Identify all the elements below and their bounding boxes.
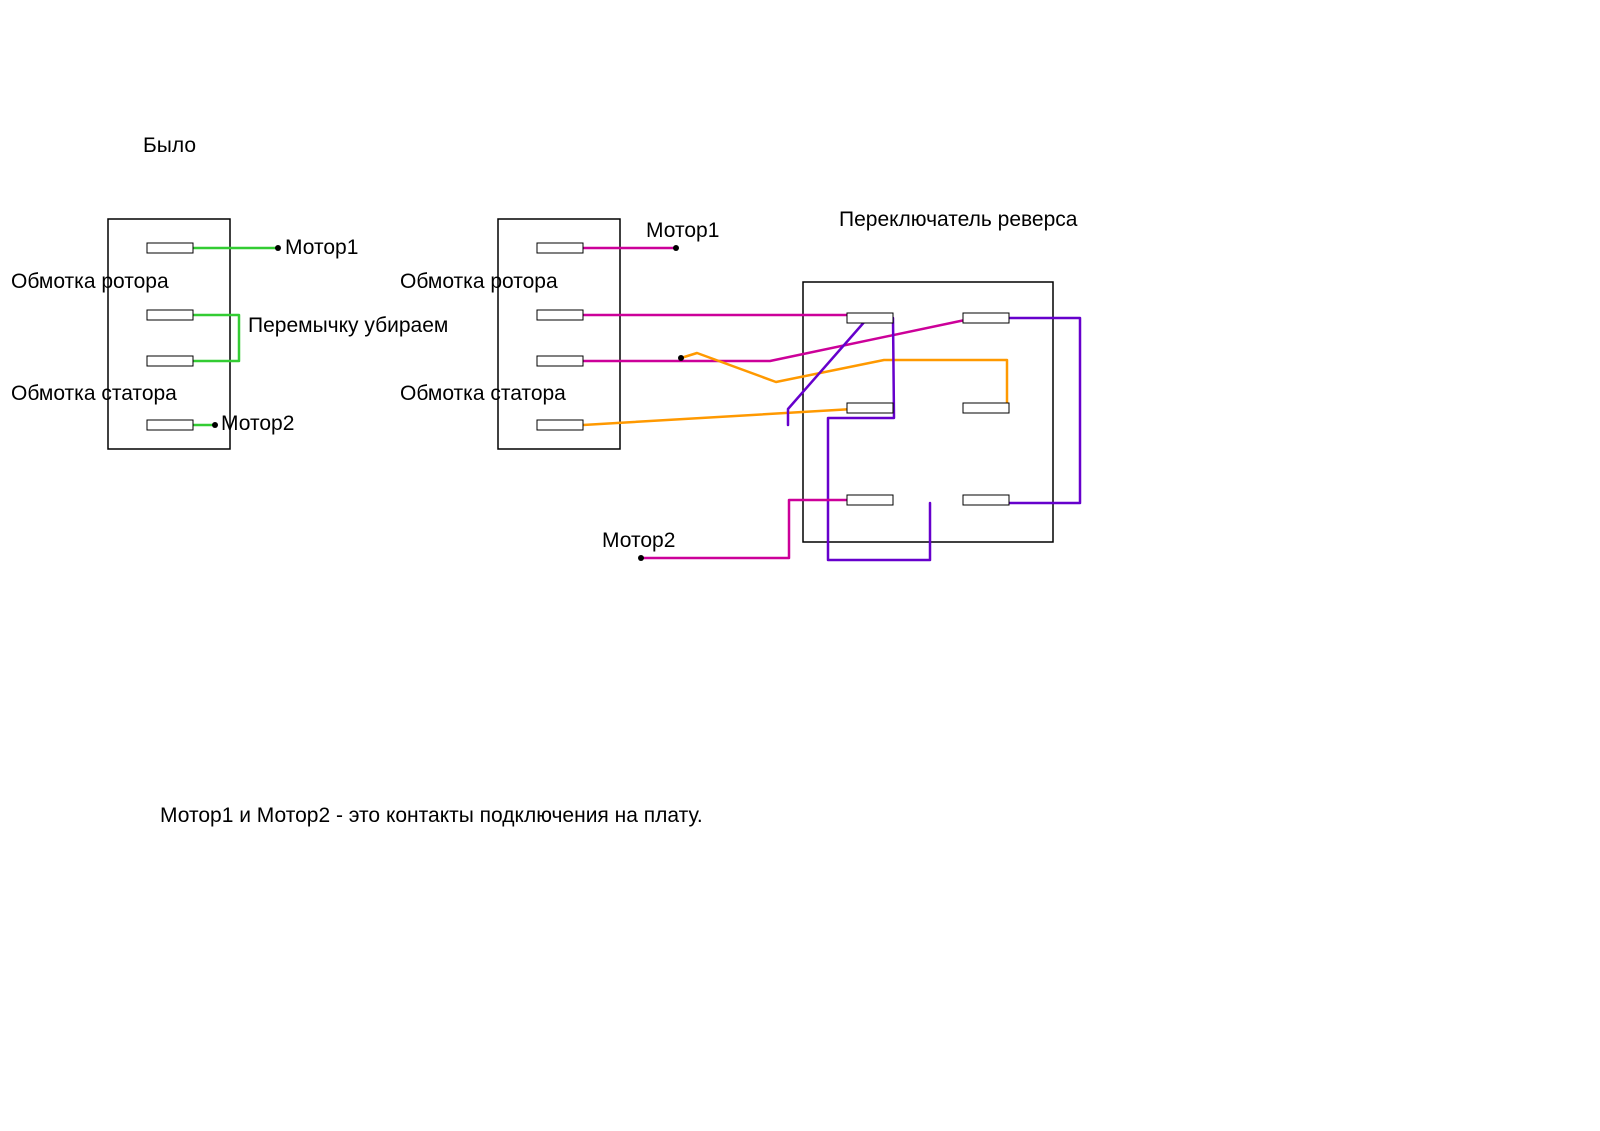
left-terminal-1 — [147, 243, 193, 253]
label-rotor-left: Обмотка ротора — [11, 270, 169, 293]
switch-terminal-6 — [963, 495, 1009, 505]
footer-note: Мотор1 и Мотор2 - это контакты подключен… — [160, 804, 703, 827]
right-terminal-2 — [537, 310, 583, 320]
label-motor2-left: Мотор2 — [221, 412, 294, 435]
switch-terminal-3 — [847, 403, 893, 413]
label-motor2-right: Мотор2 — [602, 529, 675, 552]
connection-dot — [673, 245, 679, 251]
wiring-diagram: Было Обмотка ротора Обмотка статора Мотор1 М… — [0, 0, 1600, 1131]
wire-green-jumper — [193, 315, 239, 361]
right-terminal-3 — [537, 356, 583, 366]
switch-terminal-1 — [847, 313, 893, 323]
switch-terminal-4 — [963, 403, 1009, 413]
connection-dot — [275, 245, 281, 251]
label-switch-title: Переключатель реверса — [839, 208, 1078, 231]
label-stator-left: Обмотка статора — [11, 382, 177, 405]
title-before: Было — [143, 134, 196, 157]
label-stator-right: Обмотка статора — [400, 382, 566, 405]
label-remove-jumper: Перемычку убираем — [248, 314, 448, 337]
connection-dot — [638, 555, 644, 561]
connection-dot — [678, 355, 684, 361]
wire-purple_sw2r_wrap — [1009, 318, 1080, 503]
label-motor1-right: Мотор1 — [646, 219, 719, 242]
wire-purple_sw1_down — [828, 318, 930, 560]
left-terminal-4 — [147, 420, 193, 430]
left-terminal-3 — [147, 356, 193, 366]
connection-dot — [212, 422, 218, 428]
right-terminal-4 — [537, 420, 583, 430]
wire-t3_cross_to_sw2r — [583, 320, 965, 361]
label-rotor-right: Обмотка ротора — [400, 270, 558, 293]
switch-terminal-2 — [963, 313, 1009, 323]
label-motor1-left: Мотор1 — [285, 236, 358, 259]
switch-terminal-5 — [847, 495, 893, 505]
left-terminal-2 — [147, 310, 193, 320]
right-terminal-1 — [537, 243, 583, 253]
